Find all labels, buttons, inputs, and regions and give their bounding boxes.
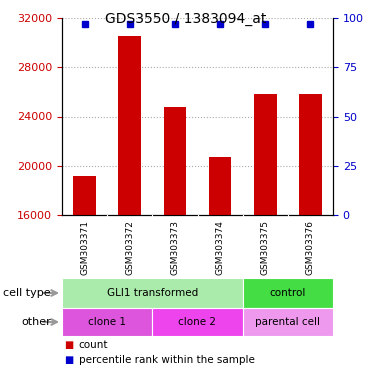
Text: GSM303375: GSM303375 [261, 220, 270, 275]
Text: ■: ■ [64, 355, 73, 365]
Bar [299, 94, 322, 215]
Bar [209, 157, 232, 215]
Bar [164, 107, 186, 215]
Bar [73, 175, 96, 215]
Text: GSM303374: GSM303374 [216, 220, 224, 275]
Bar [243, 308, 333, 336]
Bar [62, 278, 243, 308]
Text: clone 2: clone 2 [178, 317, 217, 327]
Text: GDS3550 / 1383094_at: GDS3550 / 1383094_at [105, 12, 266, 26]
Text: GLI1 transformed: GLI1 transformed [107, 288, 198, 298]
Text: clone 1: clone 1 [88, 317, 126, 327]
Text: GSM303372: GSM303372 [125, 220, 134, 275]
Text: percentile rank within the sample: percentile rank within the sample [79, 355, 255, 365]
Bar [62, 308, 152, 336]
Text: GSM303376: GSM303376 [306, 220, 315, 275]
Bar [152, 308, 243, 336]
Bar [118, 36, 141, 215]
Text: GSM303371: GSM303371 [80, 220, 89, 275]
Text: count: count [79, 340, 108, 350]
Bar [243, 278, 333, 308]
Bar [254, 94, 276, 215]
Text: GSM303373: GSM303373 [170, 220, 180, 275]
Text: parental cell: parental cell [255, 317, 320, 327]
Text: control: control [270, 288, 306, 298]
Text: cell type: cell type [3, 288, 51, 298]
Text: ■: ■ [64, 340, 73, 350]
Text: other: other [21, 317, 51, 327]
